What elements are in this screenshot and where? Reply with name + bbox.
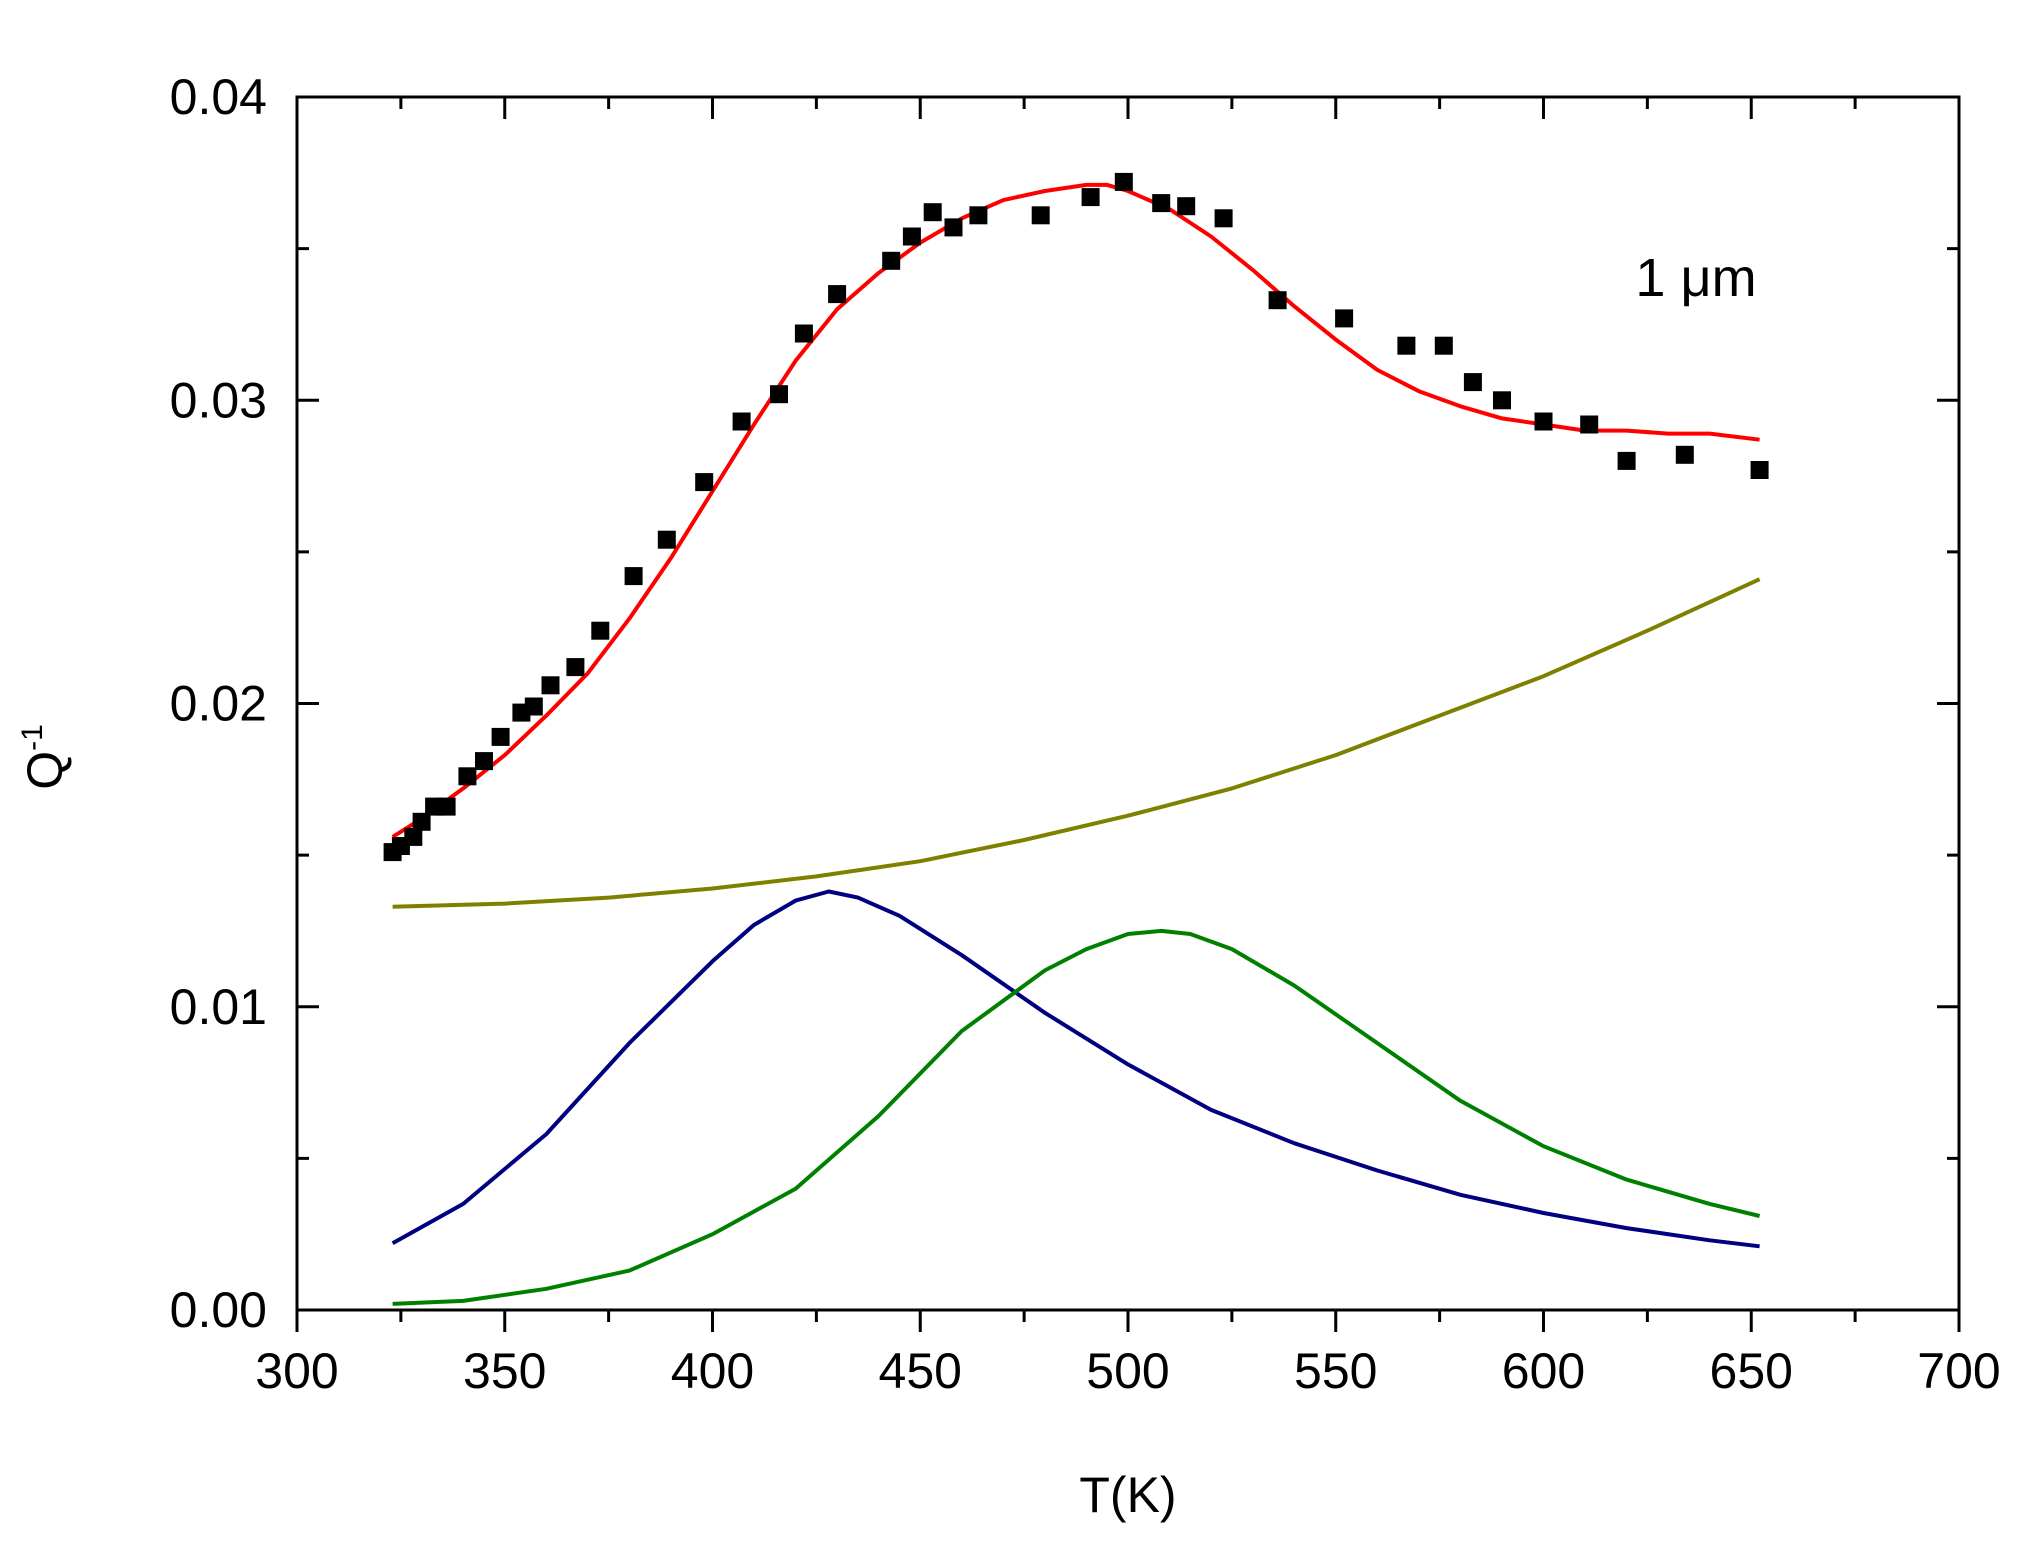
y-tick-label: 0.00: [170, 1282, 267, 1338]
data-point: [902, 227, 921, 246]
data-point: [923, 203, 942, 222]
data-point: [566, 658, 585, 677]
x-axis-ticks: 300 350 400 450 500 550 600 650 700: [255, 97, 2001, 1399]
data-point: [1177, 197, 1196, 216]
series-line-peak-1: [391, 889, 1760, 1249]
data-point: [1493, 391, 1511, 410]
x-tick-label: 350: [463, 1343, 546, 1399]
data-point: [541, 676, 560, 695]
x-tick-label: 650: [1710, 1343, 1793, 1399]
y-axis-title-sup: -1: [16, 724, 49, 751]
data-point: [524, 697, 543, 716]
data-point: [732, 412, 751, 431]
data-point: [1534, 412, 1553, 431]
data-point: [695, 473, 714, 492]
data-point: [1114, 172, 1133, 191]
data-point: [944, 218, 963, 237]
data-point: [657, 530, 676, 549]
x-tick-label: 700: [1917, 1343, 2000, 1399]
data-point: [882, 251, 901, 270]
data-point: [1750, 461, 1769, 479]
data-points: [383, 172, 1769, 862]
data-point: [794, 324, 813, 343]
y-tick-label: 0.01: [170, 979, 267, 1035]
series-layer: [391, 182, 1761, 1306]
y-axis-title-base: Q: [17, 751, 73, 790]
data-point: [1335, 309, 1354, 328]
x-tick-label: 300: [255, 1343, 338, 1399]
data-point: [770, 385, 788, 404]
data-point: [475, 752, 493, 771]
x-axis-title: T(K): [1079, 1467, 1176, 1523]
data-point: [491, 727, 510, 746]
data-point: [591, 621, 610, 640]
size-annotation: 1 μm: [1635, 248, 1756, 308]
data-point: [1397, 336, 1416, 355]
series-line-background: [392, 577, 1761, 909]
x-tick-label: 450: [879, 1343, 962, 1399]
data-point: [1434, 336, 1453, 355]
x-tick-label: 400: [671, 1343, 754, 1399]
series-line-peak-2: [392, 928, 1761, 1306]
data-point: [1268, 291, 1287, 310]
data-point: [624, 567, 643, 586]
data-point: [1081, 188, 1100, 207]
series-line-fit-total: [391, 182, 1760, 839]
data-point: [1580, 415, 1599, 434]
data-point: [1214, 209, 1233, 228]
data-point: [1617, 451, 1636, 470]
x-tick-label: 600: [1502, 1343, 1585, 1399]
x-tick-label: 550: [1294, 1343, 1377, 1399]
y-tick-label: 0.03: [170, 372, 267, 428]
data-point: [1463, 373, 1482, 392]
data-point: [1675, 445, 1694, 464]
data-point: [828, 285, 847, 304]
x-tick-label: 500: [1086, 1343, 1169, 1399]
data-point: [437, 797, 456, 816]
data-point: [404, 827, 423, 846]
y-tick-label: 0.02: [170, 676, 267, 732]
data-point: [1152, 194, 1171, 213]
y-axis-ticks: 0.00 0.01 0.02 0.03 0.04: [170, 69, 1959, 1338]
data-point: [458, 767, 477, 786]
y-axis-title: Q-1: [16, 724, 73, 790]
data-point: [969, 206, 988, 225]
data-point: [1031, 206, 1050, 225]
y-tick-label: 0.04: [170, 69, 267, 125]
data-point: [412, 812, 431, 831]
